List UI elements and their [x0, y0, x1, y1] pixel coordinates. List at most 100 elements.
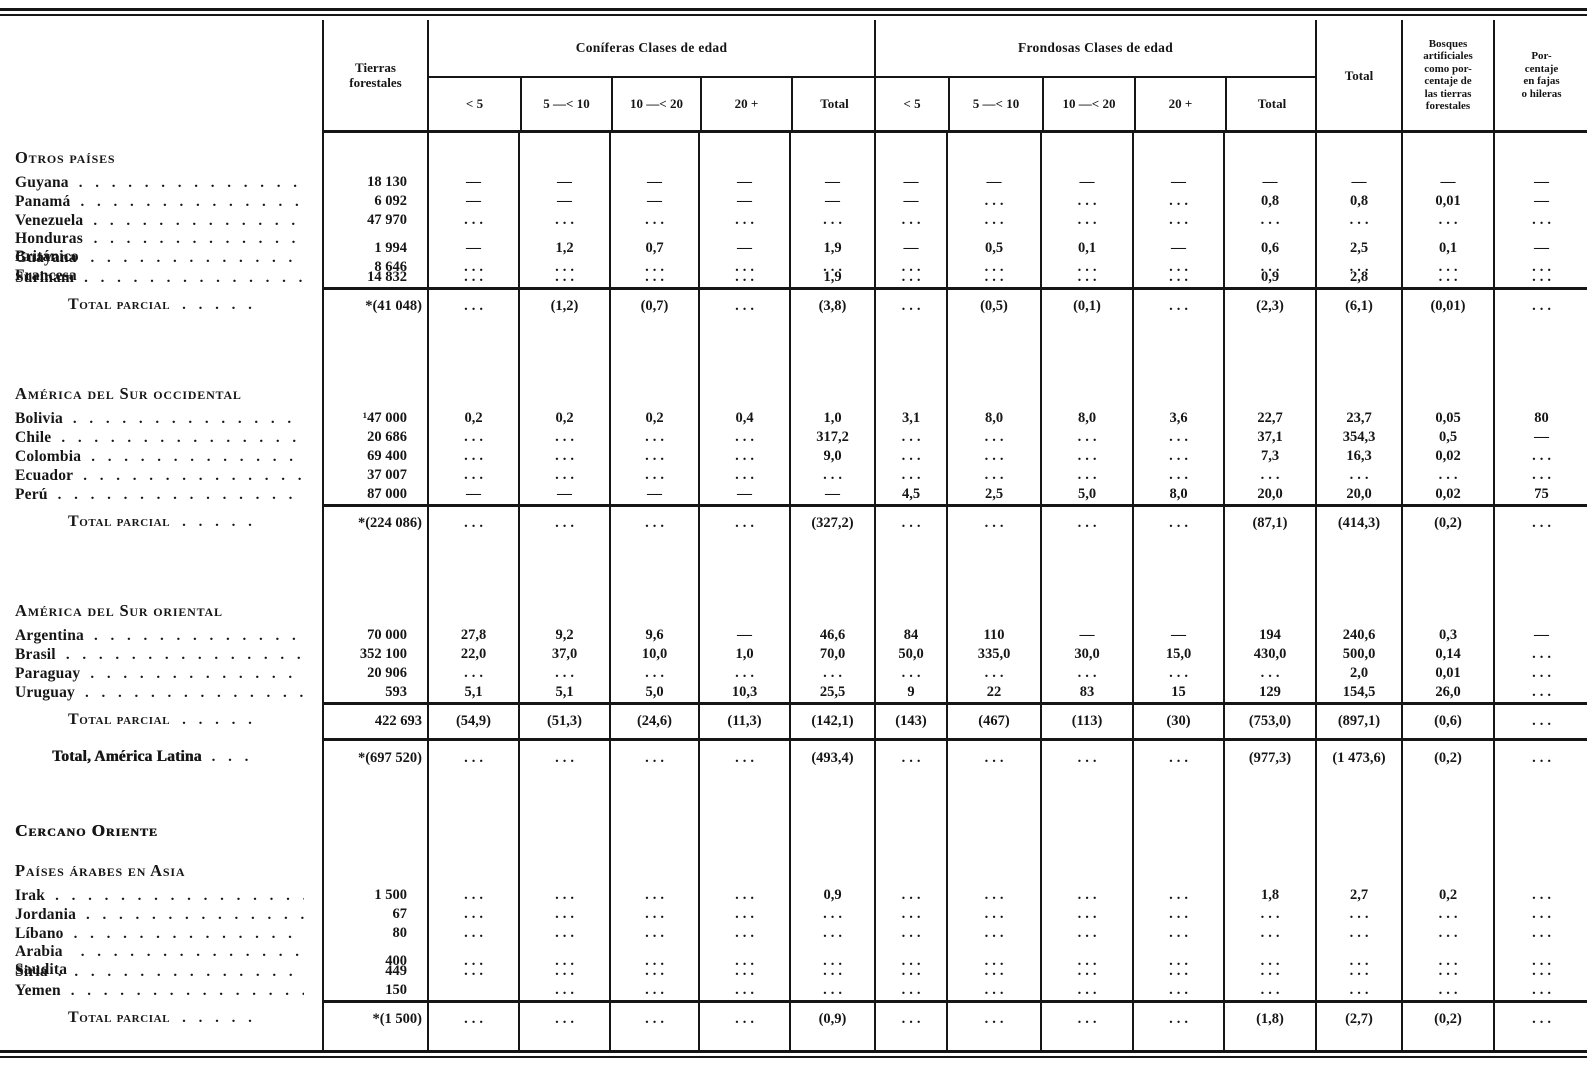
cell-value: ... — [464, 515, 487, 531]
cell-value: — — [647, 174, 662, 190]
cell-value: ... — [645, 750, 668, 766]
table-cell: ... — [1223, 211, 1315, 230]
cell-value: ... — [1532, 448, 1555, 464]
row-label: Brasil — [15, 645, 56, 663]
table-cell: ... — [427, 664, 518, 683]
table-cell — [1315, 586, 1401, 626]
cell-value: ... — [984, 448, 1008, 464]
cell-value: ... — [645, 212, 668, 228]
table-cell — [609, 586, 698, 626]
table-cell — [874, 133, 946, 173]
table-cell — [1401, 133, 1493, 173]
table-cell: ... — [874, 428, 946, 447]
cell-value: ... — [1077, 750, 1101, 766]
table-cell: (113) — [1040, 702, 1132, 738]
cell-value: ... — [1077, 448, 1101, 464]
cell-value: ... — [464, 258, 487, 275]
cell-value: ... — [735, 429, 758, 445]
table-cell: ... — [874, 943, 946, 979]
cell-value: ... — [1077, 906, 1101, 922]
cell-value: 422 693 — [374, 713, 422, 729]
table-cell — [874, 806, 946, 846]
cell-value: ... — [1532, 887, 1555, 903]
table-cell: ... — [1132, 664, 1223, 683]
cell-value: 1,9 — [823, 239, 842, 256]
table-cell: — — [1223, 173, 1315, 192]
table-cell: (0,7) — [609, 287, 698, 323]
cell-value: 1,8 — [1260, 887, 1280, 903]
table-cell — [698, 540, 789, 586]
table-cell: ... — [1493, 738, 1587, 776]
cell-value: ... — [1260, 963, 1284, 979]
cell-value: 0,5 — [1438, 429, 1458, 445]
table-cell: — — [427, 173, 518, 192]
cell-value: — — [737, 174, 752, 190]
cell-value: 2,5 — [984, 486, 1004, 502]
cell-value: — — [737, 239, 752, 256]
cell-value: (143) — [895, 713, 927, 729]
row-label-cell: Guyana — [0, 173, 322, 192]
col-group-frondosas: Frondosas Clases de edad < 5 5 —< 10 10 … — [874, 20, 1315, 133]
cell-value: — — [825, 193, 840, 209]
dot-leader — [58, 964, 304, 981]
cell-value: 0,7 — [645, 239, 664, 256]
cell-value: 0,9 — [1260, 269, 1280, 285]
table-cell: ... — [1493, 249, 1587, 285]
cell-value: 8 646 — [374, 258, 407, 275]
cell-value: 2,7 — [1349, 887, 1369, 903]
cell-value: ... — [1169, 982, 1192, 998]
cell-value: ... — [901, 515, 925, 531]
cell-value: ... — [645, 925, 668, 941]
table-cell: 84 — [874, 626, 946, 645]
row-label-wrap: Total parcial — [68, 1009, 322, 1027]
cell-value: ... — [984, 467, 1008, 483]
cell-value: ... — [645, 665, 668, 681]
table-cell — [518, 369, 609, 409]
table-cell: ... — [1132, 249, 1223, 285]
cell-value: 80 — [392, 925, 408, 941]
cell-value: 0,14 — [1435, 646, 1461, 662]
table-cell — [1040, 846, 1132, 886]
cell-value: ... — [823, 982, 846, 998]
table-row: Bolivia ¹47 000 0,2 0,2 0,2 0,4 1,0 3,1 8,0 8,0 3,… — [0, 409, 1587, 428]
table-row: Arabia Saudita 400.......................… — [0, 943, 1587, 979]
table-cell: 22,0 — [427, 645, 518, 664]
cell-value: ... — [901, 448, 925, 464]
cell-value: ... — [984, 212, 1008, 228]
row-label-wrap: Honduras Británico — [15, 230, 322, 266]
table-cell: ... — [1401, 943, 1493, 979]
table-cell — [609, 776, 698, 806]
cell-value: ... — [1077, 952, 1101, 969]
table-cell — [946, 323, 1040, 369]
table-cell: ... — [518, 428, 609, 447]
table-cell — [427, 369, 518, 409]
row-label-wrap: Brasil — [15, 646, 322, 664]
table-cell: ... — [1040, 268, 1132, 287]
cell-value: (327,2) — [811, 515, 854, 531]
table-cell — [698, 846, 789, 886]
row-label: Líbano — [15, 924, 64, 942]
table-cell: — — [698, 230, 789, 266]
cell-value: (30) — [1166, 713, 1191, 729]
table-cell: ... — [427, 905, 518, 924]
table-cell: (24,6) — [609, 702, 698, 738]
cell-value: — — [737, 486, 752, 502]
table-cell: 110 — [946, 626, 1040, 645]
cell-value: 0,8 — [1349, 193, 1369, 209]
cell-value: ... — [901, 258, 925, 275]
cell-value: 20,0 — [1257, 486, 1283, 502]
table-cell — [698, 323, 789, 369]
table-cell: 352 100 — [322, 645, 427, 664]
table-cell — [322, 369, 427, 409]
table-cell: — — [789, 192, 874, 211]
table-cell: 2,8 — [1315, 268, 1401, 287]
gap-row — [0, 323, 1587, 369]
cell-value: 8,0 — [1077, 410, 1097, 426]
cell-value: — — [1171, 239, 1186, 256]
row-label-wrap: Perú — [15, 486, 322, 504]
table-cell: ... — [1040, 1000, 1132, 1036]
cell-value: ... — [901, 887, 925, 903]
table-cell: ... — [1132, 924, 1223, 943]
table-cell: 0,4 — [698, 409, 789, 428]
table-cell: — — [698, 626, 789, 645]
